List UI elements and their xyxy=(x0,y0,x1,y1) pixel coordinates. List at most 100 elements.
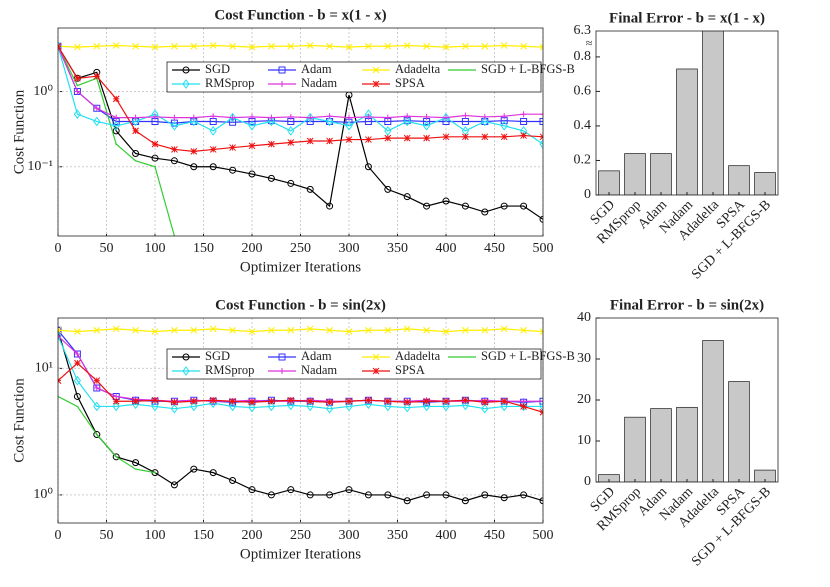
x-tick-label: 200 xyxy=(242,241,263,256)
marker xyxy=(112,117,120,125)
marker xyxy=(326,42,333,50)
marker xyxy=(500,397,508,405)
marker xyxy=(345,121,353,131)
marker xyxy=(268,140,275,148)
x-tick-label: 150 xyxy=(193,241,214,256)
legend-label: Nadam xyxy=(301,76,337,90)
marker xyxy=(267,401,276,412)
marker xyxy=(372,80,380,88)
marker xyxy=(306,112,314,123)
y-axis-label: Cost Function xyxy=(11,378,27,463)
marker xyxy=(346,114,352,121)
subplot: Final Error - b = x(1 - x)00.20.40.60.8S… xyxy=(574,10,779,282)
marker xyxy=(229,398,237,406)
bar xyxy=(754,172,776,195)
marker xyxy=(229,118,237,126)
x-tick-label: 0 xyxy=(55,528,62,543)
marker xyxy=(287,113,294,120)
x-tick-label: 50 xyxy=(100,528,114,543)
marker xyxy=(539,497,543,505)
marker xyxy=(442,328,450,336)
x-tick-label: 500 xyxy=(533,528,554,543)
marker xyxy=(132,127,139,135)
marker xyxy=(151,469,159,477)
marker xyxy=(442,397,450,405)
marker xyxy=(268,326,275,334)
marker xyxy=(442,197,450,205)
x-tick-label: 400 xyxy=(436,241,457,256)
marker xyxy=(151,401,159,412)
marker xyxy=(112,127,120,135)
marker xyxy=(500,117,508,125)
marker xyxy=(403,134,411,142)
marker xyxy=(500,494,508,502)
marker xyxy=(306,491,314,499)
marker xyxy=(287,42,295,50)
marker xyxy=(539,401,543,412)
marker xyxy=(132,326,139,334)
marker xyxy=(384,126,392,136)
marker xyxy=(403,116,411,127)
marker xyxy=(152,113,158,120)
marker xyxy=(190,397,198,405)
marker xyxy=(151,43,159,51)
marker xyxy=(539,117,543,125)
marker xyxy=(500,325,508,333)
marker xyxy=(462,42,469,50)
marker xyxy=(209,42,217,49)
marker xyxy=(287,396,295,404)
marker xyxy=(326,326,333,334)
legend-label: SGD + L-BFGS-B xyxy=(481,349,575,363)
marker xyxy=(151,117,159,125)
marker xyxy=(345,486,353,494)
marker xyxy=(364,491,372,499)
marker xyxy=(209,325,217,333)
x-tick-label: 300 xyxy=(339,528,360,543)
marker xyxy=(403,42,411,49)
subplot-title: Cost Function - b = x(1 - x) xyxy=(214,7,386,23)
axis-break-symbol: ≈ xyxy=(586,36,593,50)
marker xyxy=(58,326,62,334)
x-tick-label: 300 xyxy=(339,241,360,256)
marker xyxy=(461,117,469,125)
marker xyxy=(442,491,450,499)
marker xyxy=(306,117,314,125)
legend-label: SPSA xyxy=(395,76,425,90)
marker xyxy=(58,331,62,341)
subplot: Final Error - b = sin(2x)010203040SGDRMS… xyxy=(577,297,779,569)
marker xyxy=(462,112,469,119)
marker xyxy=(520,117,528,125)
series-line xyxy=(58,362,543,413)
marker xyxy=(93,72,101,80)
marker xyxy=(229,397,236,405)
marker xyxy=(364,399,373,410)
marker xyxy=(481,116,489,127)
marker xyxy=(442,401,450,412)
marker xyxy=(112,401,120,412)
x-tick-label: 450 xyxy=(484,528,505,543)
marker xyxy=(93,42,101,50)
series-line xyxy=(58,395,156,474)
marker xyxy=(151,154,159,162)
x-tick-label: 0 xyxy=(55,241,62,256)
legend-label: SGD xyxy=(205,349,230,363)
marker xyxy=(306,401,314,412)
series-line xyxy=(58,328,543,333)
bar xyxy=(624,416,646,482)
plot-area xyxy=(58,325,543,505)
marker xyxy=(170,157,178,165)
x-tick-label: 350 xyxy=(387,241,408,256)
x-tick-label: 350 xyxy=(387,528,408,543)
marker xyxy=(287,397,295,405)
marker xyxy=(442,112,450,123)
marker xyxy=(73,393,81,400)
plot-area xyxy=(58,41,543,236)
y-tick-label: 10⁻¹ xyxy=(27,159,53,174)
marker xyxy=(365,42,372,50)
legend-box xyxy=(166,348,542,380)
legend-label: SGD xyxy=(205,62,230,76)
marker xyxy=(306,325,314,333)
marker xyxy=(248,328,256,336)
marker xyxy=(520,326,527,334)
marker xyxy=(306,42,314,49)
